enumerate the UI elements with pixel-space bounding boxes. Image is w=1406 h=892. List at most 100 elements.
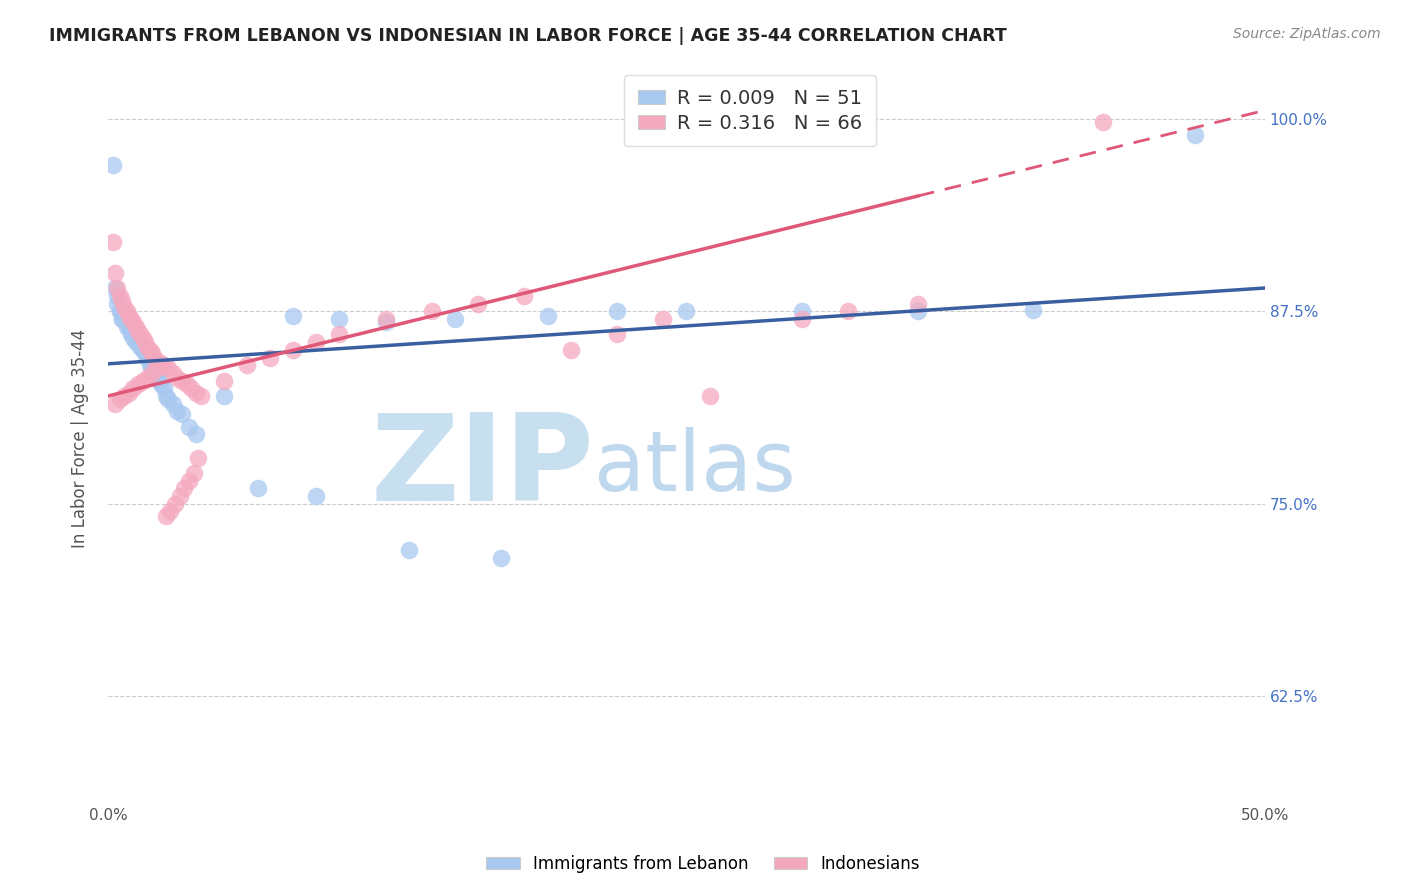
Point — [120, 327, 142, 342]
Point — [444, 312, 467, 326]
Point — [111, 293, 134, 308]
Point — [138, 358, 160, 372]
Point — [131, 343, 153, 357]
Point — [145, 370, 167, 384]
Point — [536, 309, 558, 323]
Point — [101, 158, 124, 172]
Point — [184, 385, 207, 400]
Point — [115, 304, 138, 318]
Point — [398, 542, 420, 557]
Point — [115, 315, 138, 329]
Point — [281, 343, 304, 357]
Point — [170, 374, 193, 388]
Point — [148, 355, 170, 369]
Point — [134, 346, 156, 360]
Point — [104, 266, 127, 280]
Text: IMMIGRANTS FROM LEBANON VS INDONESIAN IN LABOR FORCE | AGE 35-44 CORRELATION CHA: IMMIGRANTS FROM LEBANON VS INDONESIAN IN… — [49, 27, 1007, 45]
Point — [247, 481, 270, 495]
Point — [212, 389, 235, 403]
Point — [155, 508, 177, 523]
Point — [104, 397, 127, 411]
Point — [129, 327, 152, 342]
Point — [108, 392, 131, 406]
Point — [150, 376, 173, 391]
Point — [108, 304, 131, 318]
Point — [305, 489, 328, 503]
Point — [131, 330, 153, 344]
Point — [467, 296, 489, 310]
Point — [127, 335, 149, 350]
Point — [165, 497, 187, 511]
Legend: R = 0.009   N = 51, R = 0.316   N = 66: R = 0.009 N = 51, R = 0.316 N = 66 — [624, 76, 876, 146]
Point — [328, 327, 350, 342]
Point — [176, 376, 198, 391]
Point — [491, 550, 513, 565]
Point — [122, 315, 145, 329]
Point — [112, 300, 135, 314]
Point — [105, 281, 128, 295]
Point — [105, 289, 128, 303]
Point — [105, 296, 128, 310]
Point — [513, 289, 536, 303]
Point — [148, 374, 170, 388]
Point — [281, 309, 304, 323]
Point — [115, 319, 138, 334]
Point — [166, 404, 188, 418]
Point — [162, 397, 184, 411]
Point — [136, 351, 159, 365]
Text: ZIP: ZIP — [370, 409, 593, 526]
Point — [141, 366, 163, 380]
Point — [118, 309, 141, 323]
Point — [790, 304, 813, 318]
Legend: Immigrants from Lebanon, Indonesians: Immigrants from Lebanon, Indonesians — [479, 848, 927, 880]
Point — [138, 343, 160, 357]
Point — [129, 340, 152, 354]
Point — [125, 335, 148, 350]
Y-axis label: In Labor Force | Age 35-44: In Labor Force | Age 35-44 — [72, 329, 89, 548]
Point — [652, 312, 675, 326]
Point — [152, 358, 174, 372]
Point — [305, 335, 328, 350]
Point — [118, 385, 141, 400]
Point — [212, 374, 235, 388]
Point — [143, 351, 166, 365]
Point — [170, 408, 193, 422]
Point — [675, 304, 697, 318]
Point — [1184, 128, 1206, 142]
Point — [157, 361, 180, 376]
Point — [606, 327, 628, 342]
Point — [145, 361, 167, 376]
Point — [143, 366, 166, 380]
Point — [790, 312, 813, 326]
Point — [180, 381, 202, 395]
Point — [136, 370, 159, 384]
Point — [157, 392, 180, 406]
Point — [136, 340, 159, 354]
Point — [837, 304, 859, 318]
Point — [141, 361, 163, 376]
Point — [127, 376, 149, 391]
Point — [127, 325, 149, 339]
Point — [236, 358, 259, 372]
Point — [420, 304, 443, 318]
Point — [131, 374, 153, 388]
Point — [155, 389, 177, 403]
Point — [173, 481, 195, 495]
Point — [108, 289, 131, 303]
Point — [101, 235, 124, 250]
Point — [177, 419, 200, 434]
Point — [183, 466, 205, 480]
Point — [120, 325, 142, 339]
Text: Source: ZipAtlas.com: Source: ZipAtlas.com — [1233, 27, 1381, 41]
Point — [259, 351, 281, 365]
Point — [122, 330, 145, 344]
Point — [699, 389, 721, 403]
Point — [169, 489, 191, 503]
Point — [108, 304, 131, 318]
Point — [125, 319, 148, 334]
Point — [112, 312, 135, 326]
Point — [152, 381, 174, 395]
Point — [120, 312, 142, 326]
Point — [328, 312, 350, 326]
Point — [111, 312, 134, 326]
